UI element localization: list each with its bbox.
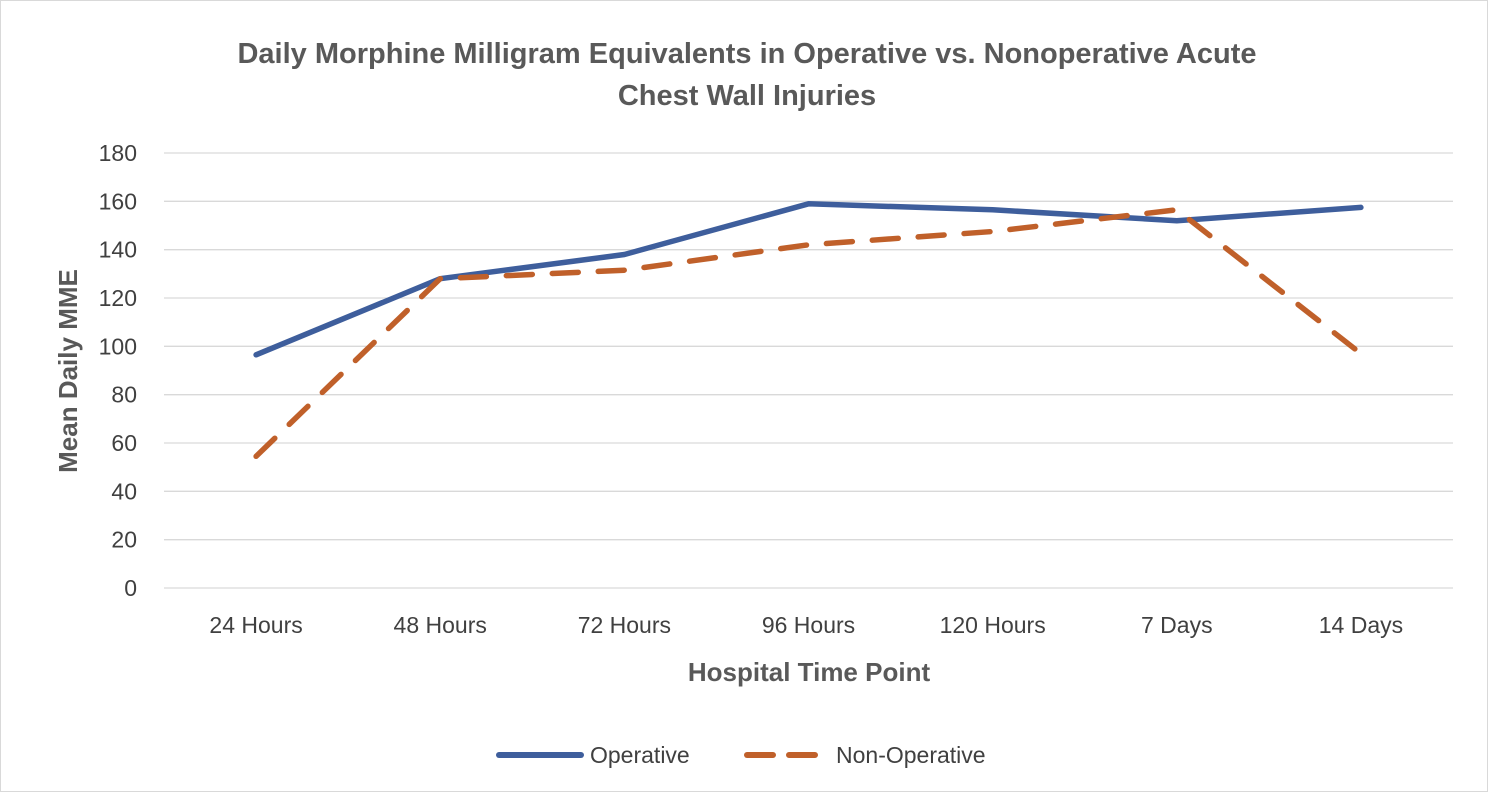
- chart-title-line-2: Chest Wall Injuries: [618, 80, 876, 112]
- y-tick-label-160: 160: [99, 188, 137, 214]
- y-tick-label-120: 120: [99, 285, 137, 311]
- x-tick-label-7-days: 7 Days: [1141, 612, 1213, 638]
- y-axis-title: Mean Daily MME: [53, 269, 83, 473]
- y-tick-label-80: 80: [111, 382, 137, 408]
- gridlines: [164, 153, 1453, 588]
- y-tick-label-180: 180: [99, 140, 137, 166]
- legend-label-operative: Operative: [590, 742, 690, 768]
- x-tick-label-120-hours: 120 Hours: [940, 612, 1046, 638]
- legend: Operative Non-Operative: [499, 742, 986, 768]
- y-tick-label-0: 0: [124, 575, 137, 601]
- x-tick-label-14-days: 14 Days: [1319, 612, 1403, 638]
- y-tick-label-100: 100: [99, 333, 137, 359]
- y-axis-ticks: 0 20 40 60 80 100 120 140 160 180: [99, 140, 137, 601]
- series-line-non-operative: [256, 210, 1361, 456]
- legend-label-non-operative: Non-Operative: [836, 742, 986, 768]
- x-axis-title: Hospital Time Point: [688, 657, 931, 687]
- x-tick-label-96-hours: 96 Hours: [762, 612, 855, 638]
- x-tick-label-72-hours: 72 Hours: [578, 612, 671, 638]
- series-lines: [256, 204, 1361, 457]
- x-tick-label-24-hours: 24 Hours: [209, 612, 302, 638]
- chart-title: Daily Morphine Milligram Equivalents in …: [237, 38, 1256, 112]
- y-tick-label-20: 20: [111, 527, 137, 553]
- x-tick-label-48-hours: 48 Hours: [394, 612, 487, 638]
- y-tick-label-40: 40: [111, 478, 137, 504]
- chart-title-line-1: Daily Morphine Milligram Equivalents in …: [237, 38, 1256, 70]
- x-axis-ticks: 24 Hours 48 Hours 72 Hours 96 Hours 120 Hour…: [209, 612, 1403, 638]
- y-tick-label-60: 60: [111, 430, 137, 456]
- y-tick-label-140: 140: [99, 237, 137, 263]
